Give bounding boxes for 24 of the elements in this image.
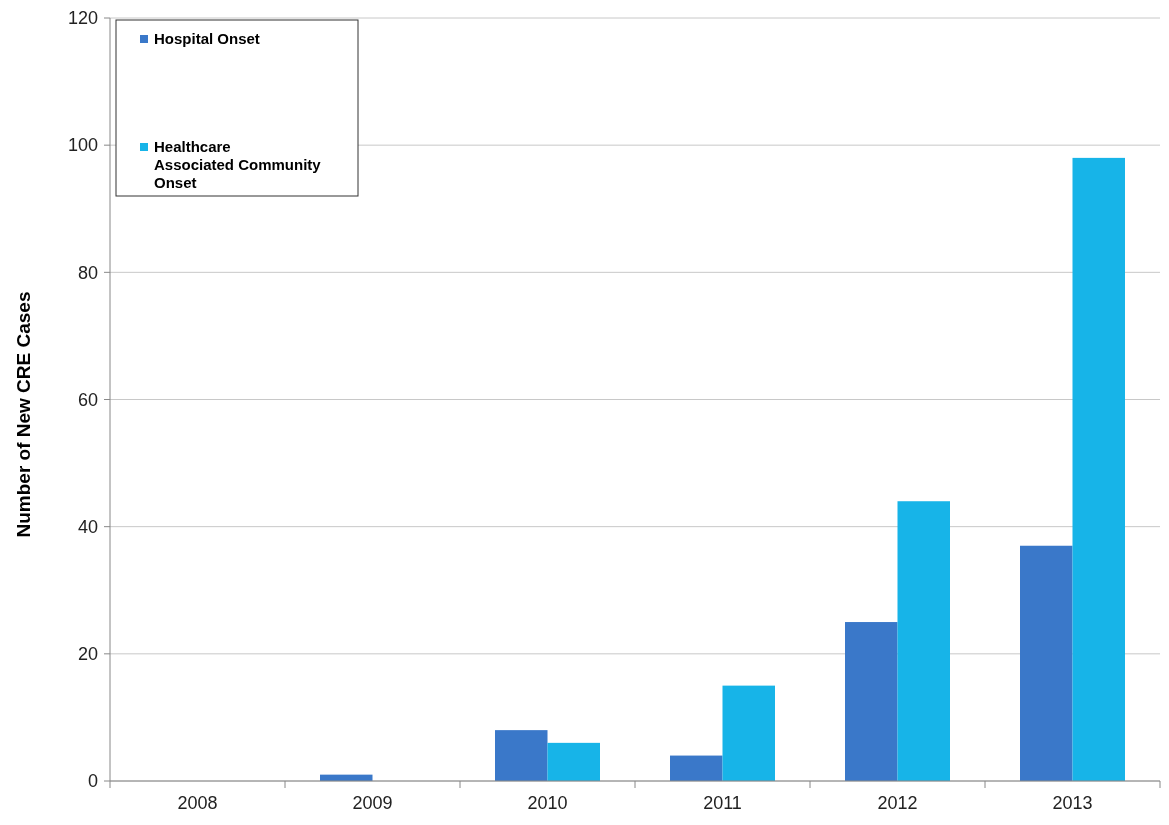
x-tick-label: 2009 <box>352 793 393 813</box>
legend-label: Hospital Onset <box>154 30 260 47</box>
bar <box>670 755 723 781</box>
y-tick-label: 40 <box>77 516 98 537</box>
y-tick-label: 80 <box>77 262 98 283</box>
y-tick-label: 100 <box>67 135 98 156</box>
y-tick-label: 20 <box>77 644 98 665</box>
x-tick-label: 2012 <box>877 793 918 813</box>
bar <box>495 730 548 781</box>
bar <box>547 742 600 781</box>
bar <box>897 501 950 781</box>
x-tick-label: 2013 <box>1052 793 1093 813</box>
y-axis-title: Number of New CRE Cases <box>13 291 34 538</box>
bar <box>845 622 898 781</box>
bar <box>722 685 775 781</box>
y-tick-label: 0 <box>87 771 98 792</box>
bar <box>1020 545 1073 781</box>
x-tick-label: 2008 <box>177 793 218 813</box>
bar <box>1072 157 1125 781</box>
x-tick-label: 2011 <box>703 793 742 813</box>
x-tick-label: 2010 <box>527 793 568 813</box>
y-tick-label: 60 <box>77 389 98 410</box>
legend-label: Healthcare Associated Community Onset <box>154 138 322 191</box>
y-tick-label: 120 <box>67 8 98 29</box>
